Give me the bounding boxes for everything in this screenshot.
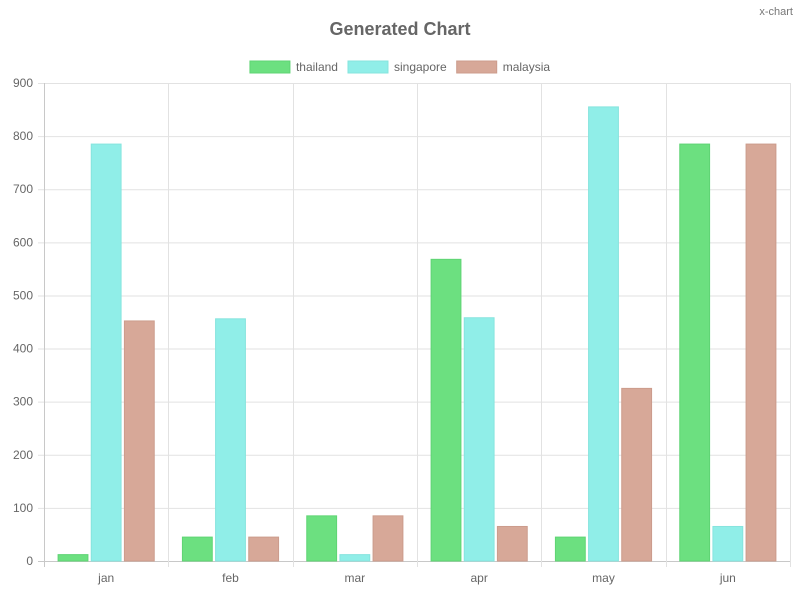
legend-swatch: [456, 60, 498, 74]
bar-singapore-mar[interactable]: [339, 554, 371, 562]
bar-singapore-apr[interactable]: [463, 317, 495, 562]
grid: [38, 83, 791, 567]
bar-thailand-mar[interactable]: [306, 515, 338, 562]
bar-malaysia-jun[interactable]: [745, 143, 777, 562]
bar-malaysia-mar[interactable]: [372, 515, 404, 562]
bar-malaysia-feb[interactable]: [248, 536, 280, 562]
legend: thailand singapore malaysia: [249, 60, 551, 74]
x-tick-label: jun: [719, 571, 736, 585]
x-axis: jan feb mar apr may jun: [97, 571, 736, 585]
x-tick-label: feb: [222, 571, 239, 585]
bar-thailand-apr[interactable]: [430, 258, 462, 562]
bar-singapore-feb[interactable]: [215, 318, 246, 562]
legend-swatch: [347, 60, 389, 74]
bar-malaysia-may[interactable]: [621, 387, 653, 562]
bar-singapore-jun[interactable]: [712, 525, 744, 562]
legend-item-singapore[interactable]: singapore: [347, 60, 447, 74]
x-tick-label: mar: [344, 571, 365, 585]
chart-title: Generated Chart: [329, 19, 470, 39]
x-tick-label: jan: [97, 571, 114, 585]
bar-thailand-jun[interactable]: [679, 143, 711, 562]
bars: [57, 106, 777, 562]
bar-thailand-jan[interactable]: [57, 554, 89, 562]
y-tick-label: 600: [13, 235, 33, 249]
bar-malaysia-apr[interactable]: [496, 525, 528, 562]
y-tick-label: 0: [26, 554, 33, 568]
bar-singapore-may[interactable]: [588, 106, 619, 562]
y-tick-label: 800: [13, 129, 33, 143]
y-tick-label: 100: [13, 501, 33, 515]
legend-label: malaysia: [503, 60, 551, 74]
y-tick-label: 500: [13, 288, 33, 302]
y-tick-label: 700: [13, 182, 33, 196]
y-tick-label: 300: [13, 395, 33, 409]
watermark: x-chart: [759, 6, 793, 18]
legend-item-thailand[interactable]: thailand: [249, 60, 338, 74]
y-tick-label: 400: [13, 342, 33, 356]
x-tick-label: may: [592, 571, 615, 585]
y-tick-label: 200: [13, 448, 33, 462]
legend-label: singapore: [394, 60, 447, 74]
bar-thailand-may[interactable]: [554, 536, 586, 562]
x-tick-label: apr: [470, 571, 487, 585]
bar-thailand-feb[interactable]: [181, 536, 213, 562]
legend-label: thailand: [296, 60, 338, 74]
legend-swatch: [249, 60, 291, 74]
bar-malaysia-jan[interactable]: [123, 320, 155, 562]
bar-singapore-jan[interactable]: [90, 143, 122, 562]
y-tick-label: 900: [13, 76, 33, 90]
y-axis: 0 100 200 300 400 500 600 700 800 900: [13, 76, 33, 568]
legend-item-malaysia[interactable]: malaysia: [456, 60, 551, 74]
